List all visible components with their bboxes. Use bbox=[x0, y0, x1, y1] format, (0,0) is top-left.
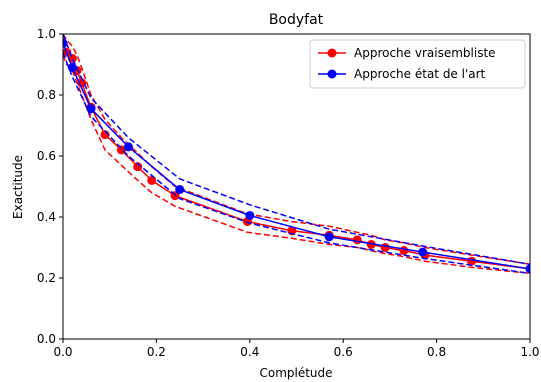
series-2-point bbox=[324, 232, 334, 242]
legend-marker-swatch bbox=[327, 48, 337, 58]
y-tick-label: 0.4 bbox=[37, 210, 56, 224]
x-tick-label: 0.8 bbox=[427, 345, 446, 359]
x-tick-label: 1.0 bbox=[520, 345, 539, 359]
plot-frame bbox=[62, 33, 531, 340]
series-1-lower-bound-line bbox=[63, 55, 530, 275]
series-1-point bbox=[352, 235, 362, 245]
y-tick-label: 0.8 bbox=[37, 88, 56, 102]
y-tick-label: 0.6 bbox=[37, 149, 56, 163]
series-2-point bbox=[245, 210, 255, 220]
axes: 0.0 0.2 0.4 0.6 0.8 1.0 0.0 0.2 0.4 0.6 0.8 1.0 bbox=[37, 27, 540, 359]
x-tick-label: 0.2 bbox=[147, 345, 166, 359]
series-2-point bbox=[123, 142, 133, 152]
series-2-point bbox=[86, 104, 96, 114]
y-tick-label: 0.2 bbox=[37, 271, 56, 285]
series-2-lower-bound-line bbox=[63, 52, 530, 275]
series-1-point bbox=[133, 162, 143, 172]
x-tick-label: 0.6 bbox=[334, 345, 353, 359]
x-tick-label: 0.0 bbox=[53, 345, 72, 359]
series-2-upper-bound-line bbox=[63, 34, 530, 266]
plot-area bbox=[63, 34, 530, 275]
series-2-point bbox=[63, 38, 68, 48]
legend-entry-label: Approche état de l'art bbox=[354, 67, 486, 81]
series-2-point bbox=[175, 185, 185, 195]
x-axis-label: Complétude bbox=[259, 366, 332, 380]
legend-marker-swatch bbox=[327, 69, 337, 79]
y-axis-label: Exactitude bbox=[11, 155, 25, 219]
series-2 bbox=[63, 34, 530, 275]
x-tick-label: 0.4 bbox=[240, 345, 259, 359]
series-1-point bbox=[399, 246, 409, 256]
series-2-point bbox=[525, 264, 530, 274]
legend: Approche vraisembliste Approche état de l… bbox=[309, 39, 526, 89]
y-tick-label: 1.0 bbox=[37, 27, 56, 41]
series-2-point bbox=[418, 247, 428, 257]
y-tick-label: 0.0 bbox=[37, 332, 56, 346]
series-1-point bbox=[366, 239, 376, 249]
chart-title: Bodyfat bbox=[269, 12, 324, 28]
legend-entry-label: Approche vraisembliste bbox=[354, 46, 496, 60]
series-1-point bbox=[380, 243, 390, 252]
series-1-point bbox=[100, 130, 110, 140]
series-2-point bbox=[67, 63, 77, 73]
legend-box bbox=[309, 39, 526, 89]
series-1-point bbox=[116, 145, 126, 155]
